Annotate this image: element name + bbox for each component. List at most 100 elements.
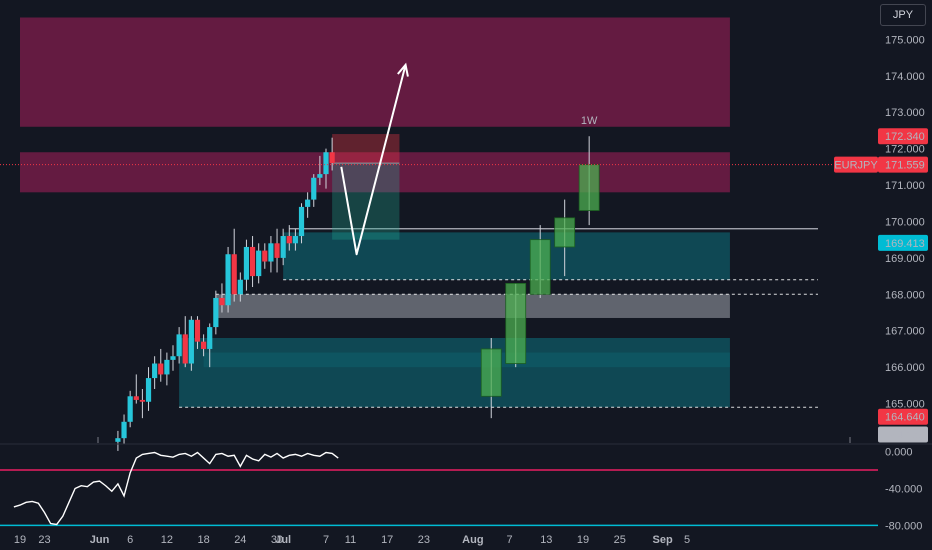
- zone-consolidation-3: [215, 294, 730, 318]
- daily-candle: [182, 334, 188, 364]
- daily-candle: [158, 363, 164, 375]
- daily-candle: [249, 246, 256, 277]
- daily-candle: [280, 236, 286, 258]
- weekly-candle: [578, 164, 600, 211]
- x-tick-label: 7: [323, 534, 329, 546]
- daily-candle: [256, 250, 262, 277]
- x-tick-label: 19: [577, 534, 589, 546]
- daily-candle: [194, 319, 201, 342]
- x-tick-label: 5: [684, 534, 690, 546]
- price-label: 169.413: [885, 238, 925, 250]
- price-label-bg: [878, 426, 928, 443]
- daily-candle: [317, 174, 323, 178]
- daily-candle: [323, 152, 329, 175]
- weekly-candle: [505, 282, 527, 364]
- weekly-candle: [554, 217, 576, 248]
- daily-candle: [329, 152, 335, 164]
- daily-candle: [268, 243, 274, 262]
- y-tick-label: 171.000: [885, 180, 925, 192]
- weekly-candle: [480, 348, 502, 397]
- x-tick-label: Jul: [275, 534, 291, 546]
- rsi-y-tick-label: -40.000: [885, 484, 922, 496]
- projection-layer: [332, 134, 400, 240]
- daily-candle: [219, 297, 225, 306]
- x-tick-label: 24: [234, 534, 246, 546]
- daily-candle: [292, 236, 298, 244]
- daily-candle: [201, 341, 207, 349]
- daily-candle: [170, 356, 176, 360]
- zone-demand-4: [179, 338, 730, 408]
- price-label-bg: [878, 234, 928, 251]
- x-tick-label: 6: [127, 534, 133, 546]
- y-tick-label: 165.000: [885, 399, 925, 411]
- rsi-line: [13, 451, 339, 526]
- price-label: 172.340: [885, 131, 925, 143]
- price-label: 164.640: [885, 412, 925, 424]
- lines-layer: [0, 62, 932, 445]
- daily-candle: [127, 396, 133, 422]
- x-tick-label: Aug: [462, 534, 483, 546]
- x-tick-label: 19: [14, 534, 26, 546]
- price-label-bg: [878, 408, 928, 425]
- x-tick-label: 13: [540, 534, 552, 546]
- rsi-pane: [0, 451, 878, 527]
- x-tick-label: 23: [418, 534, 430, 546]
- price-label-bg: [878, 128, 928, 145]
- zone-demand-2: [283, 232, 730, 280]
- daily-candle: [243, 246, 250, 280]
- daily-candle: [133, 396, 139, 400]
- timeframe-label: 1W: [581, 115, 598, 127]
- daily-candle: [207, 327, 213, 349]
- x-tick-label: 25: [614, 534, 626, 546]
- daily-candle: [298, 206, 305, 237]
- x-tick-label: 11: [345, 534, 356, 546]
- daily-candle: [145, 378, 152, 402]
- rsi-y-tick-label: -80.000: [885, 520, 922, 532]
- y-tick-label: 175.000: [885, 34, 925, 46]
- stop-box: [332, 134, 400, 164]
- daily-candle: [164, 359, 170, 375]
- y-tick-label: 172.000: [885, 144, 925, 156]
- price-label-bg: [878, 156, 928, 173]
- daily-candle: [231, 254, 237, 295]
- daily-candle: [121, 421, 127, 439]
- price-label: 164.150: [885, 430, 925, 442]
- daily-candle: [311, 177, 317, 200]
- y-tick-label: 173.000: [885, 107, 925, 119]
- candles-layer: 1W: [115, 115, 600, 451]
- rsi-y-tick-label: 0.000: [885, 447, 913, 459]
- y-tick-label: 166.000: [885, 362, 925, 374]
- x-tick-label: 12: [161, 534, 173, 546]
- daily-candle: [213, 297, 219, 328]
- daily-candle: [152, 363, 158, 379]
- daily-candle: [139, 399, 145, 402]
- x-tick-label: 7: [507, 534, 513, 546]
- zone-supply-0: [20, 17, 730, 127]
- daily-candle: [305, 199, 311, 207]
- daily-candle: [237, 279, 243, 295]
- price-labels-layer: EURJPY 172.340 171.559 169.413 164.640 164.15…: [834, 128, 928, 443]
- x-tick-label: 18: [197, 534, 209, 546]
- currency-button[interactable]: JPY: [880, 4, 926, 26]
- y-tick-label: 167.000: [885, 326, 925, 338]
- daily-candle: [262, 250, 268, 262]
- projection-arrowhead: [397, 62, 409, 77]
- zone-demand-5: [203, 352, 730, 368]
- y-tick-label: 174.000: [885, 71, 925, 83]
- x-tick-label: Jun: [90, 534, 110, 546]
- weekly-candle: [529, 239, 551, 295]
- daily-candle: [286, 236, 292, 244]
- axes-layer: 175.000 174.000 173.000 172.000 171.000 17 0.0…: [14, 34, 925, 546]
- zones-layer: [20, 17, 818, 408]
- daily-candle: [188, 319, 194, 364]
- price-label: 171.559: [885, 160, 925, 172]
- y-tick-label: 168.000: [885, 289, 925, 301]
- projection-path: [340, 64, 407, 256]
- daily-candle: [176, 334, 182, 357]
- x-tick-label: 17: [381, 534, 393, 546]
- daily-candle: [225, 254, 231, 306]
- symbol-label-bg: [834, 156, 878, 173]
- x-tick-label: Sep: [653, 534, 673, 546]
